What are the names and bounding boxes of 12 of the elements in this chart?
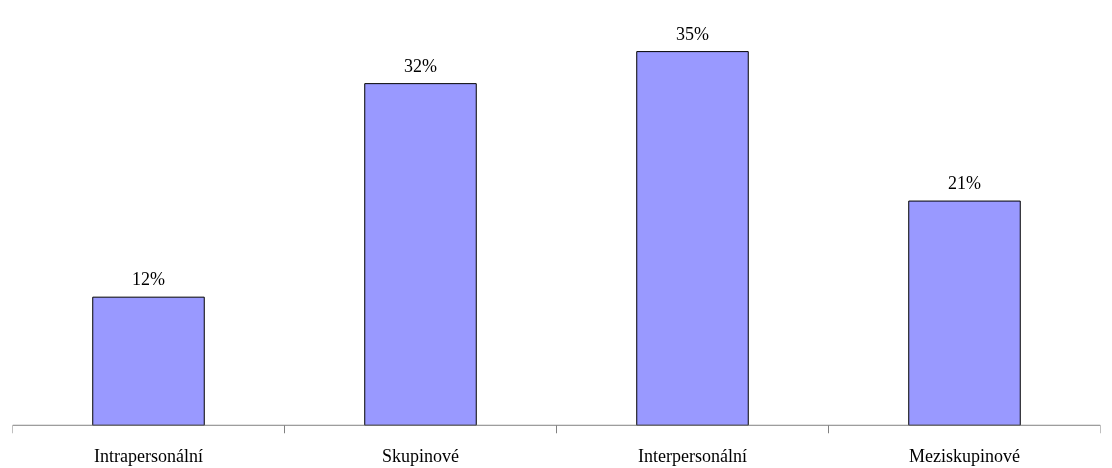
bar: [364, 83, 477, 426]
bar: [92, 296, 205, 426]
x-tick-label: Interpersonální: [638, 445, 747, 466]
bar: [636, 51, 749, 426]
data-label: 35%: [676, 23, 709, 44]
data-label: 32%: [404, 55, 437, 76]
bar: [908, 200, 1021, 426]
x-tick-label: Skupinové: [382, 445, 460, 466]
data-label: 12%: [132, 269, 165, 290]
x-tick-label: Meziskupinové: [909, 445, 1020, 466]
data-label: 21%: [948, 173, 981, 194]
x-tick-label: Intrapersonální: [94, 445, 203, 466]
